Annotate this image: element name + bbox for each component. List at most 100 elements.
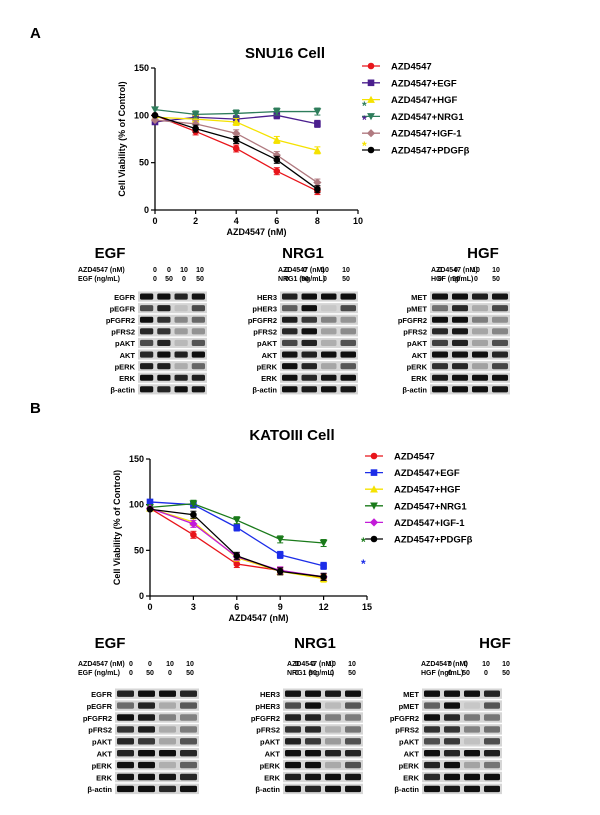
blot-band (452, 351, 468, 358)
blot-strip (283, 736, 363, 747)
blot-band (140, 386, 154, 393)
legend-marker (367, 113, 375, 121)
blot-row-perk: pERK (399, 759, 502, 770)
blot-band (444, 690, 460, 697)
blot-row-pegfr: pEGFR (110, 303, 207, 313)
blot-band (138, 714, 155, 721)
blot-row-actin: β-actin (402, 384, 510, 395)
data-point (190, 531, 197, 539)
blot-band (452, 386, 468, 393)
condition-value: 0 (295, 670, 299, 677)
series-azd4547-pdgf (146, 505, 327, 581)
legend-label: AZD4547+NRG1 (394, 501, 467, 512)
blot-band (345, 750, 361, 757)
blot-band (191, 351, 205, 358)
blot-strip (430, 384, 510, 395)
blot-band (301, 293, 317, 300)
blot-band (191, 386, 205, 393)
data-point (320, 562, 327, 570)
blot-strip (280, 372, 358, 383)
blot-band (432, 351, 448, 358)
data-point (151, 112, 159, 119)
blot-band (191, 339, 205, 346)
row-label: pFGFR2 (106, 316, 135, 325)
blot-egf: EGF AZD4547 (nM) 0 0 10 10 EGF (ng/mL) 0 50 0 50 EG… (78, 635, 199, 794)
condition-value: 50 (301, 276, 309, 283)
blot-band (301, 305, 317, 312)
blot-band (444, 726, 460, 733)
condition-value: 50 (165, 276, 173, 283)
blot-band (138, 773, 155, 781)
blot-band (424, 690, 440, 697)
x-tick-label: 6 (274, 216, 279, 226)
blot-band (464, 726, 480, 733)
row-label: HER3 (257, 293, 277, 302)
x-tick-label: 8 (315, 216, 320, 226)
blot-strip (283, 700, 363, 711)
blot-band (159, 750, 176, 757)
blot-band (157, 351, 171, 358)
blot-row-egfr: EGFR (91, 688, 199, 699)
data-point (314, 120, 321, 128)
blot-band (140, 305, 154, 312)
x-tick-label: 0 (152, 216, 157, 226)
blot-row-perk: pERK (260, 759, 363, 770)
condition-value: 10 (472, 267, 480, 274)
blot-band (301, 374, 317, 381)
significance-star: * (361, 535, 366, 549)
condition-value: 0 (153, 276, 157, 283)
blot-row-egfr: EGFR (114, 291, 207, 302)
blot-strip (430, 303, 510, 314)
row-label: ERK (96, 773, 112, 782)
blot-band (325, 785, 341, 793)
data-point (314, 185, 321, 193)
blot-band (424, 738, 440, 745)
blot-band (321, 316, 337, 323)
row-label: pAKT (260, 738, 280, 747)
blot-band (282, 293, 298, 300)
blot-band (301, 328, 317, 335)
blot-band (424, 773, 440, 781)
blot-strip (283, 724, 363, 735)
row-label: β-actin (402, 386, 427, 395)
series-azd4547-nrg1 (146, 499, 328, 548)
blot-strip (422, 688, 502, 699)
blot-band (159, 785, 176, 793)
blot-band (340, 363, 356, 370)
blot-strip (283, 771, 363, 783)
legend-entry-azd4547-hgf: AZD4547+HGF (365, 485, 460, 496)
blot-band (285, 761, 301, 769)
blot-row-akt: AKT (412, 349, 510, 360)
data-point (232, 129, 241, 138)
blot-band (464, 714, 480, 721)
condition-label: AZD4547 (nM) (78, 661, 125, 668)
legend-label: AZD4547+PDGFβ (391, 146, 470, 157)
blot-band (452, 363, 468, 370)
blot-row-perk: pERK (257, 361, 358, 371)
blot-row-pfrs2: pFRS2 (403, 326, 510, 337)
legend-marker (370, 469, 378, 476)
blot-band (345, 702, 361, 709)
x-tick-label: 4 (234, 216, 239, 226)
blot-band (432, 339, 448, 346)
blot-strip (422, 783, 502, 795)
row-label: pERK (260, 761, 281, 770)
x-axis-label: AZD4547 (nM) (226, 227, 286, 237)
blot-band (301, 339, 317, 346)
legend-label: AZD4547+HGF (391, 95, 457, 106)
legend-marker (367, 62, 375, 70)
condition-value: 50 (462, 670, 470, 677)
row-label: pFRS2 (256, 726, 280, 735)
blot-band (282, 316, 298, 323)
blot-band (285, 750, 301, 757)
blot-band (444, 738, 460, 745)
data-point (232, 516, 241, 525)
condition-label: EGF (ng/mL) (78, 276, 120, 283)
blot-band (492, 316, 508, 323)
blot-band (432, 305, 448, 312)
blot-strip (430, 291, 510, 302)
blot-row-her3: HER3 (260, 688, 363, 699)
row-label: AKT (120, 351, 136, 360)
legend-marker (370, 452, 378, 460)
